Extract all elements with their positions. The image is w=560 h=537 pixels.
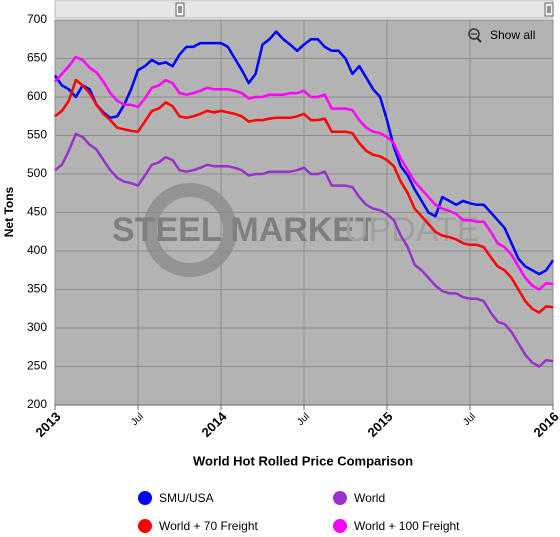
- lines: [53, 30, 555, 368]
- y-tick-label: 500: [27, 166, 47, 180]
- watermark: STEEL MARKET UPDATE: [112, 183, 479, 277]
- series-line: [54, 132, 554, 368]
- y-tick-label: 450: [27, 205, 47, 219]
- navigator-handle[interactable]: [544, 2, 554, 17]
- y-tick-label: 200: [27, 397, 47, 411]
- y-axis-label: Net Tons: [2, 186, 16, 237]
- y-tick-label: 350: [27, 282, 47, 296]
- x-tick-label: 2015: [364, 409, 395, 440]
- x-tick-label: Jul: [295, 411, 312, 428]
- series-line: [53, 30, 555, 276]
- x-tick-label: Jul: [129, 411, 146, 428]
- legend-label: World: [354, 491, 385, 505]
- x-tick-label: 2016: [530, 409, 560, 440]
- x-tick-label: 2013: [32, 409, 63, 440]
- navigator: [54, 0, 554, 19]
- navigator-handle[interactable]: [175, 2, 185, 17]
- series-line: [54, 78, 554, 314]
- y-tick-label: 400: [27, 243, 47, 257]
- legend-marker: [333, 491, 347, 505]
- button-label[interactable]: Show all: [490, 28, 535, 42]
- show-all-button[interactable]: Show all: [468, 28, 535, 43]
- watermark-text: UPDATE: [344, 211, 479, 249]
- legend-label: SMU/USA: [159, 491, 214, 505]
- y-tick-label: 550: [27, 128, 47, 142]
- legend-marker: [138, 491, 152, 505]
- watermark-text: STEEL MARKET: [112, 211, 376, 249]
- series-line: [54, 55, 554, 291]
- grid: [54, 19, 554, 406]
- y-tick-label: 600: [27, 89, 47, 103]
- y-tick-label: 300: [27, 320, 47, 334]
- legend-label: World + 100 Freight: [354, 519, 460, 533]
- y-tick-label: 650: [27, 51, 47, 65]
- y-tick-label: 700: [27, 12, 47, 26]
- x-tick-label: Jul: [461, 411, 478, 428]
- x-axis-label: World Hot Rolled Price Comparison: [193, 453, 413, 468]
- legend-marker: [333, 519, 347, 533]
- y-tick-label: 250: [27, 359, 47, 373]
- legend-marker: [138, 519, 152, 533]
- x-tick-label: 2014: [198, 408, 230, 440]
- legend-label: World + 70 Freight: [159, 519, 258, 533]
